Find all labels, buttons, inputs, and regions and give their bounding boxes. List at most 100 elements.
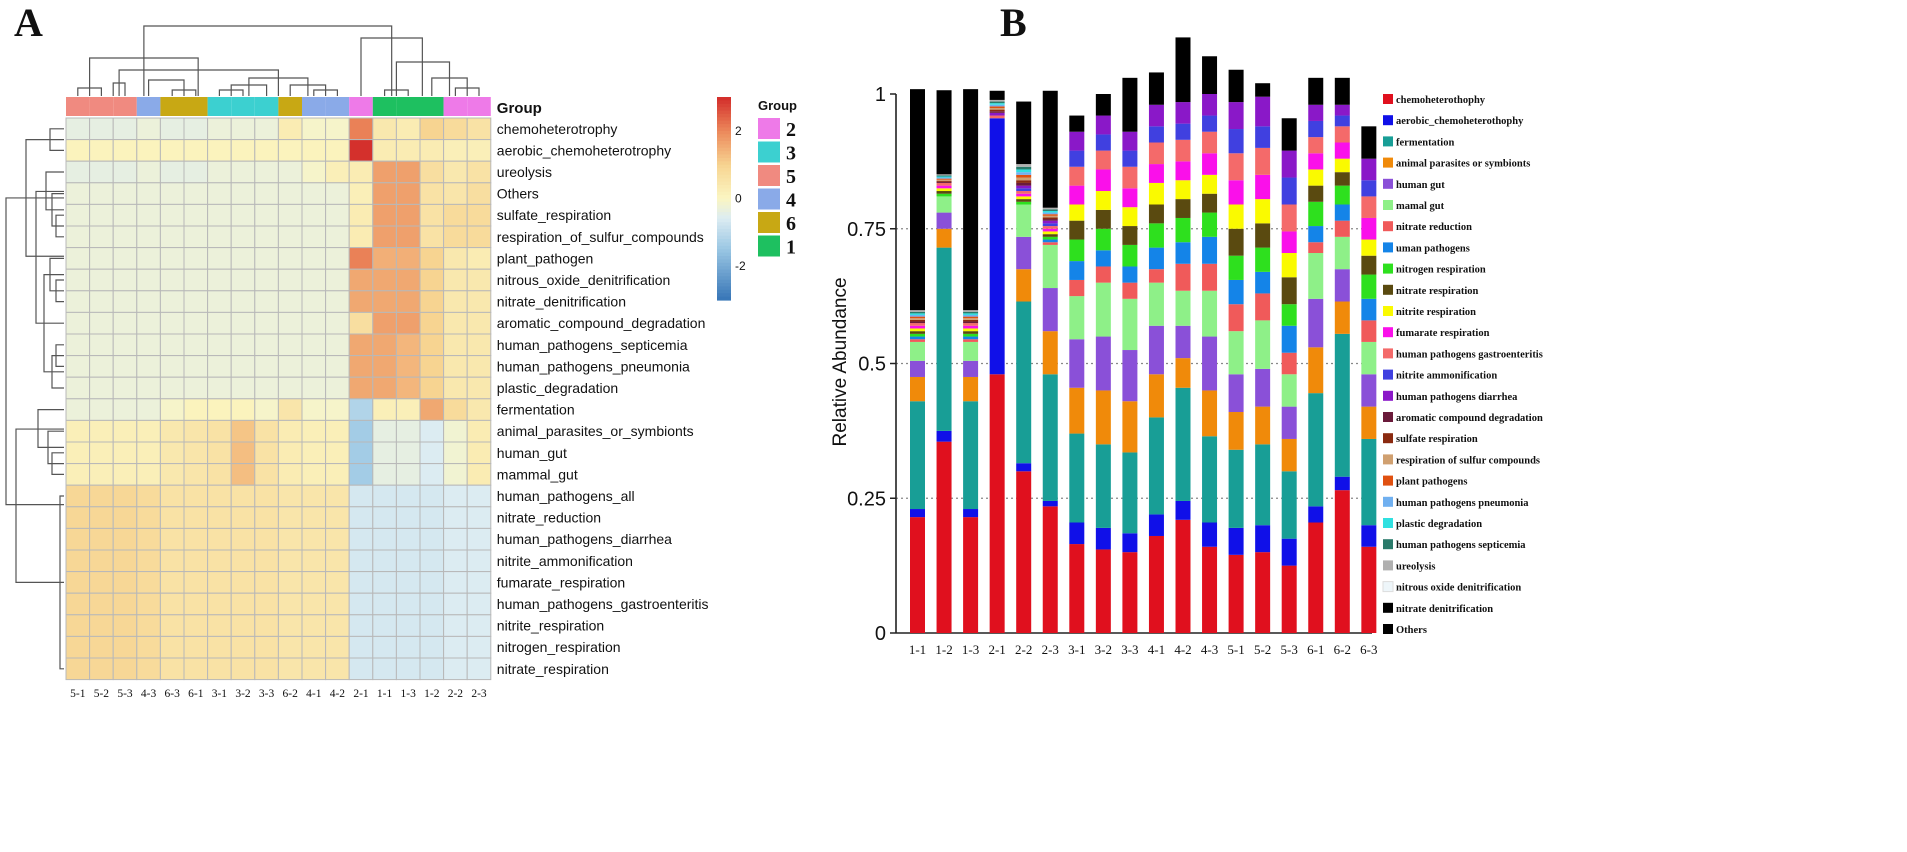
bar-segment [936,180,952,182]
group-strip-cell [302,97,326,116]
bar-segment [963,316,979,319]
bar-segment [1095,549,1111,633]
column-label: 2-3 [471,688,487,700]
heatmap-cell [89,117,114,141]
colorbar-segment [717,191,731,196]
legend-swatch [1383,496,1393,507]
colorbar-segment [717,127,731,132]
heatmap-cell [372,549,397,573]
heatmap-cell [443,441,468,465]
column-label: 2-2 [448,688,464,700]
heatmap-cell [301,203,327,227]
heatmap-cell [301,268,327,292]
legend-swatch [1383,412,1393,422]
legend-swatch [1383,602,1393,613]
bar-segment [1202,94,1218,116]
bar-segment [1334,476,1350,491]
bar-segment [963,89,979,311]
bar-segment [936,430,952,442]
colorbar-segment [717,228,731,233]
heatmap-cell [277,463,303,486]
legend-label: nitrate denitrification [1396,604,1493,615]
bar-segment [1042,244,1058,289]
group-legend-title: Group [758,98,797,113]
column-label: 4-1 [306,688,322,700]
x-tick-label: 1-1 [909,642,926,657]
bar-segment [1361,374,1377,407]
bar-segment [1148,269,1164,283]
heatmap-cell [159,419,185,443]
column-label: 1-2 [424,688,440,700]
heatmap-cell [325,592,350,616]
heatmap-cell [254,657,279,681]
bar-segment [989,103,1005,105]
group-strip-cell [113,97,137,116]
bar-segment [1202,290,1218,337]
bar-segment [910,325,925,329]
heatmap-cell [230,160,256,184]
bar-segment [910,517,925,633]
heatmap-cell [89,527,114,551]
colorbar-segment [717,276,731,281]
heatmap-cell [395,290,421,313]
heatmap-cell [159,290,185,313]
colorbar-segment [717,256,731,260]
heatmap-cell [254,376,279,400]
heatmap-cell [277,527,303,551]
bar-segment [1281,352,1297,375]
heatmap-cell [277,290,303,313]
heatmap-cell [136,657,161,681]
group-strip-cell [349,97,373,116]
heatmap-cell [443,203,468,227]
heatmap-cell [348,139,374,162]
heatmap-cell [325,203,350,227]
bar-segment [1042,212,1058,215]
bar-segment [1308,242,1324,254]
heatmap-cell [348,527,374,551]
heatmap-cell [207,484,232,508]
bar-segment [1122,207,1138,227]
column-label: 6-1 [188,688,204,700]
bar-segment [963,401,979,510]
bar-segment [1308,104,1324,121]
heatmap-cell [65,592,91,616]
heatmap-cell [277,398,303,421]
bar-segment [1042,374,1058,501]
heatmap-cell [112,549,138,573]
row-label: chemoheterotrophy [497,121,618,137]
bar-segment [1361,217,1377,240]
bar-segment [1069,279,1085,297]
bar-segment [1175,139,1191,162]
heatmap-cell [301,376,327,400]
row-label: sulfate_respiration [497,207,611,223]
heatmap-cell [89,203,114,227]
heatmap-cell [230,225,256,249]
heatmap-cell [443,333,468,357]
heatmap-cell [230,398,256,421]
bar-segment [1308,169,1324,186]
bar-segment [1122,266,1138,283]
heatmap-cell [325,398,350,421]
row-label: animal_parasites_or_symbionts [497,423,694,439]
heatmap-cell [466,225,492,249]
bar-segment [1148,72,1164,105]
bar-segment [1042,219,1058,221]
heatmap-cell [207,463,232,486]
heatmap-cell [65,117,91,141]
heatmap-cell [89,419,114,443]
heatmap-cell [112,182,138,205]
heatmap-cell [443,139,468,162]
heatmap-cell [325,484,350,508]
heatmap-cell [395,225,421,249]
bar-segment [1148,223,1164,248]
bar-segment [1334,301,1350,334]
colorbar-segment [717,252,731,257]
heatmap-cell [112,376,138,400]
bar-segment [910,319,925,322]
row-label: nitrite_respiration [497,618,604,634]
heatmap-cell [419,398,445,421]
heatmap-cell [207,290,232,313]
bar-segment [1202,390,1218,437]
heatmap-cell [136,139,161,162]
heatmap-cell [112,290,138,313]
